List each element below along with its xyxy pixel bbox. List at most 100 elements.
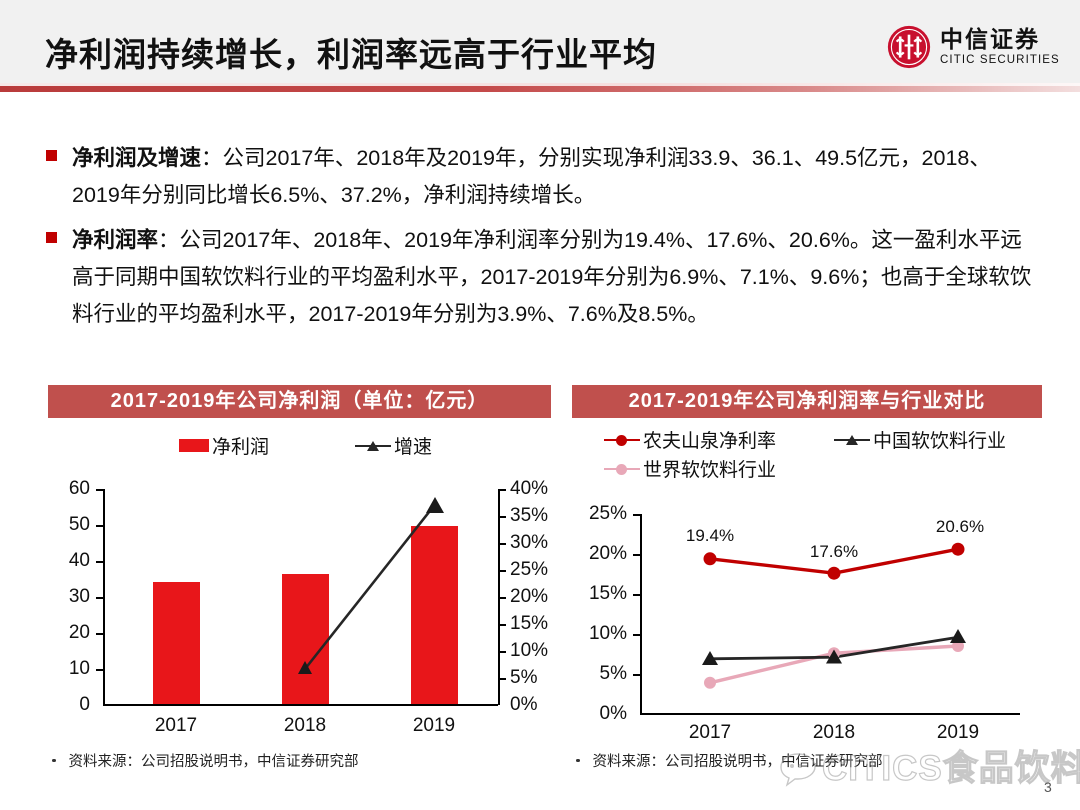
source-note-right: 资料来源：公司招股说明书，中信证券研究部: [576, 750, 883, 771]
y-axis-tick: [633, 554, 640, 556]
legend-line-triangle-icon: [355, 439, 391, 453]
y-tick-label: 20: [68, 622, 90, 643]
y-axis-line: [640, 514, 642, 714]
slide-header: 净利润持续增长，利润率远高于行业平均 中信证券 CITIC SECURITIES: [0, 0, 1080, 92]
source-bullet-icon: [52, 758, 56, 763]
secondary-y-tick-label: 40%: [510, 478, 549, 499]
x-tick-label: 2019: [412, 715, 456, 736]
legend-bar-swatch-icon: [178, 439, 209, 452]
legend-label: 中国软饮料行业: [873, 431, 1007, 452]
legend-item-net-profit: 净利润: [178, 432, 269, 459]
y-tick-label: 10%: [588, 623, 627, 644]
y-tick-label: 5%: [599, 663, 627, 684]
y-axis-tick: [96, 633, 103, 635]
y-axis-tick: [96, 489, 103, 491]
x-tick-label: 2019: [936, 722, 980, 743]
source-bullet-icon: [576, 758, 580, 763]
bullet-square-icon: [46, 232, 57, 243]
net-profit-plot: 60 50 40 30 20 10 0: [48, 471, 553, 751]
secondary-y-axis-tick: [499, 678, 506, 680]
legend-line-circle-icon: [604, 433, 640, 447]
y-axis-tick: [96, 525, 103, 527]
margin-line-series: [702, 542, 966, 689]
chart-legend-left: 净利润 增速: [48, 432, 553, 459]
source-text: 资料来源：公司招股说明书，中信证券研究部: [592, 754, 883, 770]
y-tick-label: 30: [68, 586, 90, 607]
y-axis-tick: [96, 669, 103, 671]
legend-label: 净利润: [211, 437, 269, 458]
y-tick-label: 60: [68, 478, 90, 499]
profit-margin-plot: 25% 20% 15% 10% 5% 0%: [572, 494, 1044, 754]
citic-roundel-icon: [887, 25, 931, 69]
secondary-y-axis-tick: [499, 651, 506, 653]
legend-item-nongfu-margin: 农夫山泉净利率: [604, 426, 776, 453]
source-note-left: 资料来源：公司招股说明书，中信证券研究部: [52, 750, 359, 771]
logo-wordmark: 中信证券 CITIC SECURITIES: [940, 27, 1060, 67]
page-number: 3: [1044, 779, 1052, 795]
bar-2017: [153, 582, 200, 704]
profit-margin-chart-panel: 2017-2019年公司净利润率与行业对比 农夫山泉净利率 中国软饮料行业: [572, 385, 1044, 785]
y-tick-label: 0%: [599, 703, 627, 724]
secondary-y-tick-label: 35%: [510, 505, 549, 526]
y-axis-tick: [633, 634, 640, 636]
x-tick-label: 2018: [283, 715, 327, 736]
secondary-y-tick-label: 5%: [510, 667, 538, 688]
y-axis-tick: [633, 594, 640, 596]
header-divider: [0, 86, 1080, 92]
y-tick-label: 20%: [588, 543, 627, 564]
header-divider-highlight: [0, 83, 1080, 86]
bullet-item: 净利润率：公司2017年、2018年、2019年净利润率分别为19.4%、17.…: [46, 222, 1046, 333]
secondary-y-tick-label: 25%: [510, 559, 549, 580]
secondary-y-axis-tick: [499, 489, 506, 491]
bullet-item: 净利润及增速：公司2017年、2018年及2019年，分别实现净利润33.9、3…: [46, 140, 1046, 214]
y-axis-tick: [96, 597, 103, 599]
secondary-y-axis-tick: [499, 570, 506, 572]
y-tick-label: 0: [79, 694, 90, 715]
page-title: 净利润持续增长，利润率远高于行业平均: [45, 36, 657, 73]
x-tick-label: 2017: [688, 722, 732, 743]
bullet-square-icon: [46, 150, 57, 161]
legend-line-circle-icon: [604, 462, 640, 476]
secondary-y-axis-tick: [499, 597, 506, 599]
bar-2018: [282, 574, 329, 704]
bullet-text: 净利润及增速：公司2017年、2018年及2019年，分别实现净利润33.9、3…: [72, 146, 991, 207]
y-axis-tick: [633, 514, 640, 516]
net-profit-chart-panel: 2017-2019年公司净利润（单位：亿元） 净利润 增速 60 50 40 3…: [48, 385, 553, 785]
legend-item-growth-rate: 增速: [355, 432, 432, 459]
secondary-y-tick-label: 15%: [510, 613, 549, 634]
y-tick-label: 25%: [588, 503, 627, 524]
growth-line-series: [298, 497, 444, 674]
legend-label: 增速: [394, 437, 433, 458]
chart-title-left: 2017-2019年公司净利润（单位：亿元）: [48, 385, 551, 418]
data-label-2019: 20.6%: [935, 517, 985, 536]
secondary-y-tick-label: 20%: [510, 586, 549, 607]
logo-name-en: CITIC SECURITIES: [940, 53, 1060, 66]
secondary-y-tick-label: 10%: [510, 640, 549, 661]
legend-line-triangle-icon: [834, 433, 871, 447]
bar-2019: [411, 526, 458, 704]
legend-label: 世界软饮料行业: [643, 460, 777, 481]
x-axis-line: [640, 713, 1020, 715]
data-label-2017: 19.4%: [685, 526, 735, 545]
legend-item-world-softdrink: 世界软饮料行业: [604, 455, 776, 482]
legend-label: 农夫山泉净利率: [643, 431, 777, 452]
chart-legend-right: 农夫山泉净利率 中国软饮料行业 世界软饮料行业: [572, 426, 1044, 482]
chart-title-right: 2017-2019年公司净利润率与行业对比: [572, 385, 1042, 418]
y-axis-tick: [96, 561, 103, 563]
x-axis-line: [103, 704, 498, 706]
secondary-y-axis-line: [498, 489, 500, 705]
x-tick-label: 2018: [812, 722, 856, 743]
secondary-y-axis-tick: [499, 624, 506, 626]
y-tick-label: 50: [68, 514, 90, 535]
secondary-y-tick-label: 0%: [510, 694, 538, 715]
secondary-y-axis-tick: [499, 543, 506, 545]
y-tick-label: 10: [68, 658, 90, 679]
secondary-y-axis-tick: [499, 516, 506, 518]
y-tick-label: 15%: [588, 583, 627, 604]
y-axis-tick: [633, 674, 640, 676]
legend-item-china-softdrink: 中国软饮料行业: [834, 426, 1006, 453]
y-tick-label: 40: [68, 550, 90, 571]
data-label-2018: 17.6%: [809, 542, 859, 561]
bullet-text: 净利润率：公司2017年、2018年、2019年净利润率分别为19.4%、17.…: [72, 228, 1032, 326]
x-tick-label: 2017: [154, 715, 198, 736]
